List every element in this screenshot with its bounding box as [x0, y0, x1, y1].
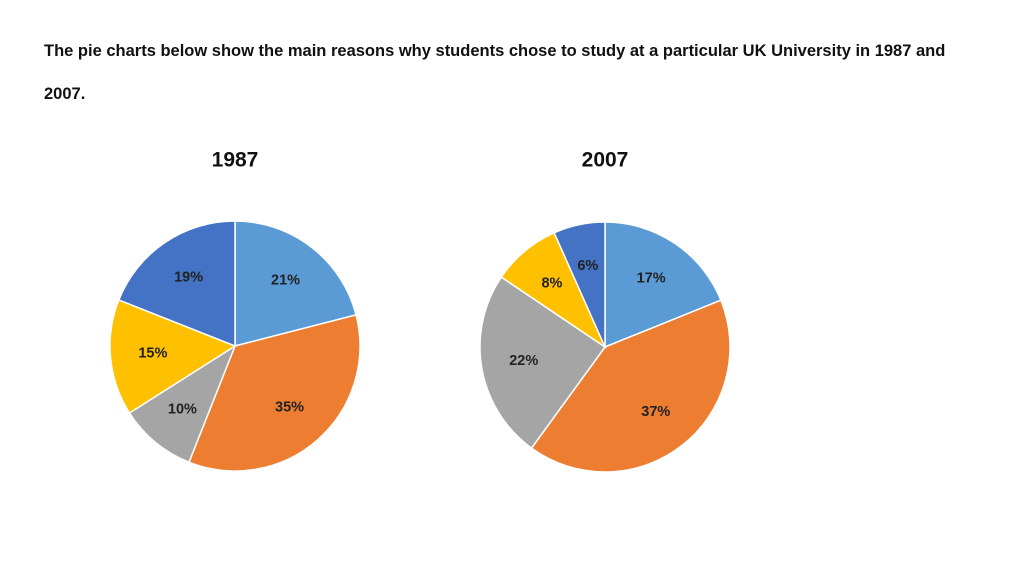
slice-label: 6%: [577, 258, 598, 274]
slice-label: 21%: [271, 273, 300, 289]
slice-label: 22%: [509, 353, 538, 369]
chart-title: 2007: [582, 149, 629, 172]
slice-label: 19%: [174, 270, 203, 286]
chart-title: 1987: [212, 149, 259, 172]
pie-slice: [188, 314, 361, 472]
pie-slice: [479, 276, 607, 450]
pie-slice: [109, 299, 237, 415]
heading: The pie charts below show the main reaso…: [44, 42, 946, 103]
slice-label: 15%: [138, 346, 167, 362]
slice-label: 17%: [637, 270, 666, 286]
pie-slice: [604, 221, 722, 349]
slice-label: 35%: [275, 400, 304, 416]
slice-label: 10%: [168, 401, 197, 417]
slice-label: 37%: [641, 404, 670, 420]
pie-slice: [553, 221, 606, 348]
pie-slice: [128, 344, 237, 464]
pie-slice: [234, 220, 357, 347]
pie-slice: [530, 299, 731, 473]
slice-label: 8%: [541, 276, 562, 292]
pie-slice: [117, 220, 236, 348]
